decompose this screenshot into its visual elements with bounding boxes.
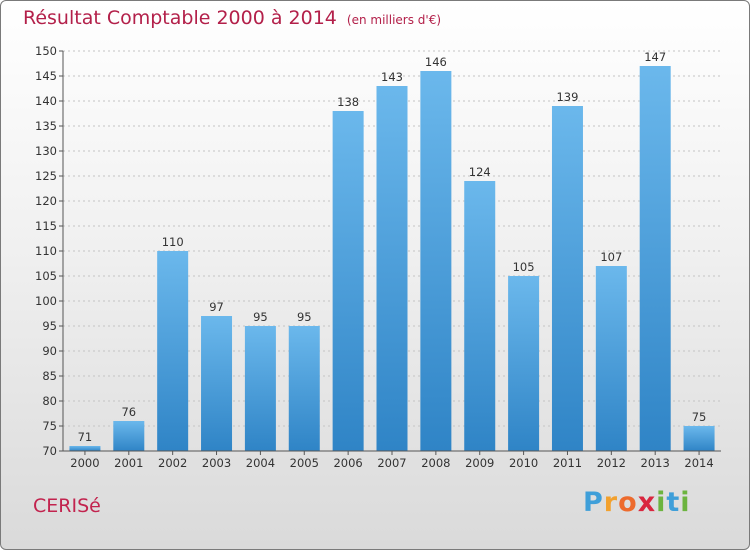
data-label: 124 xyxy=(469,165,491,179)
logo-letter: x xyxy=(637,487,657,518)
x-tick-label: 2014 xyxy=(684,456,713,470)
bars: 71 76 110 97 95 95 138 143 146 124 105 139 107 147 75 xyxy=(69,50,715,451)
y-tick-label: 140 xyxy=(35,94,57,108)
bar xyxy=(288,326,320,451)
x-tick-label: 2011 xyxy=(553,456,582,470)
x-tick-label: 2010 xyxy=(509,456,538,470)
data-label: 76 xyxy=(121,405,136,419)
y-tick-label: 110 xyxy=(35,244,57,258)
x-tick-label: 2009 xyxy=(465,456,494,470)
bar xyxy=(420,71,452,451)
x-tick-label: 2005 xyxy=(290,456,319,470)
bar xyxy=(113,421,145,451)
data-label: 95 xyxy=(253,310,268,324)
data-label: 71 xyxy=(78,430,93,444)
y-tick-label: 125 xyxy=(35,169,57,183)
y-tick-label: 90 xyxy=(42,344,57,358)
bar xyxy=(244,326,276,451)
y-tick-label: 100 xyxy=(35,294,57,308)
x-tick-label: 2004 xyxy=(246,456,275,470)
bar xyxy=(595,266,627,451)
data-label: 110 xyxy=(162,235,184,249)
bar xyxy=(464,181,496,451)
logo-letter: i xyxy=(656,487,667,518)
y-tick-label: 95 xyxy=(42,319,57,333)
y-tick-label: 150 xyxy=(35,44,57,58)
y-tick-label: 145 xyxy=(35,69,57,83)
bar xyxy=(157,251,189,451)
proxiti-logo[interactable]: Proxiti xyxy=(583,487,691,518)
title-row: Résultat Comptable 2000 à 2014 (en millie… xyxy=(23,7,441,29)
x-tick-label: 2013 xyxy=(641,456,670,470)
logo-letter: i xyxy=(680,487,691,518)
data-label: 97 xyxy=(209,300,224,314)
data-label: 139 xyxy=(556,90,578,104)
x-tick-label: 2003 xyxy=(202,456,231,470)
y-tick-label: 70 xyxy=(42,444,57,458)
y-axis: 70 75 80 85 90 95 100 105 110 115 120 125 130 135 140 1… xyxy=(35,44,64,458)
chart-unit: (en milliers d'€) xyxy=(346,13,442,27)
x-tick-label: 2008 xyxy=(421,456,450,470)
y-tick-label: 115 xyxy=(35,219,57,233)
logo-letter: o xyxy=(618,487,638,518)
data-label: 75 xyxy=(692,410,707,424)
x-tick-label: 2007 xyxy=(377,456,406,470)
bar xyxy=(639,66,671,451)
logo-letter: P xyxy=(583,487,604,518)
bar xyxy=(508,276,540,451)
x-tick-label: 2006 xyxy=(333,456,362,470)
y-tick-label: 80 xyxy=(42,394,57,408)
place-name: CERISé xyxy=(33,495,101,517)
bar xyxy=(683,426,715,451)
x-tick-label: 2001 xyxy=(114,456,143,470)
logo-letter: r xyxy=(603,487,619,518)
bar xyxy=(376,86,408,451)
data-label: 147 xyxy=(644,50,666,64)
data-label: 146 xyxy=(425,55,447,69)
chart-title: Résultat Comptable 2000 à 2014 xyxy=(23,7,337,29)
y-tick-label: 135 xyxy=(35,119,57,133)
data-label: 107 xyxy=(600,250,622,264)
y-tick-label: 75 xyxy=(42,419,57,433)
data-label: 143 xyxy=(381,70,403,84)
bar xyxy=(551,106,583,451)
y-tick-label: 120 xyxy=(35,194,57,208)
bar xyxy=(201,316,233,451)
data-label: 138 xyxy=(337,95,359,109)
y-tick-label: 85 xyxy=(42,369,57,383)
bar xyxy=(332,111,364,451)
bar-chart: 70 75 80 85 90 95 100 105 110 115 120 125 130 135 140 1… xyxy=(35,44,721,470)
y-tick-label: 105 xyxy=(35,269,57,283)
x-tick-label: 2012 xyxy=(597,456,626,470)
logo-letter: t xyxy=(666,487,681,518)
x-axis: 2000 2001 2002 2003 2004 2005 2006 2007 2008 2009… xyxy=(63,450,721,470)
y-tick-label: 130 xyxy=(35,144,57,158)
data-label: 95 xyxy=(297,310,312,324)
data-label: 105 xyxy=(513,260,535,274)
bar xyxy=(69,446,101,451)
x-tick-label: 2000 xyxy=(70,456,99,470)
x-tick-label: 2002 xyxy=(158,456,187,470)
